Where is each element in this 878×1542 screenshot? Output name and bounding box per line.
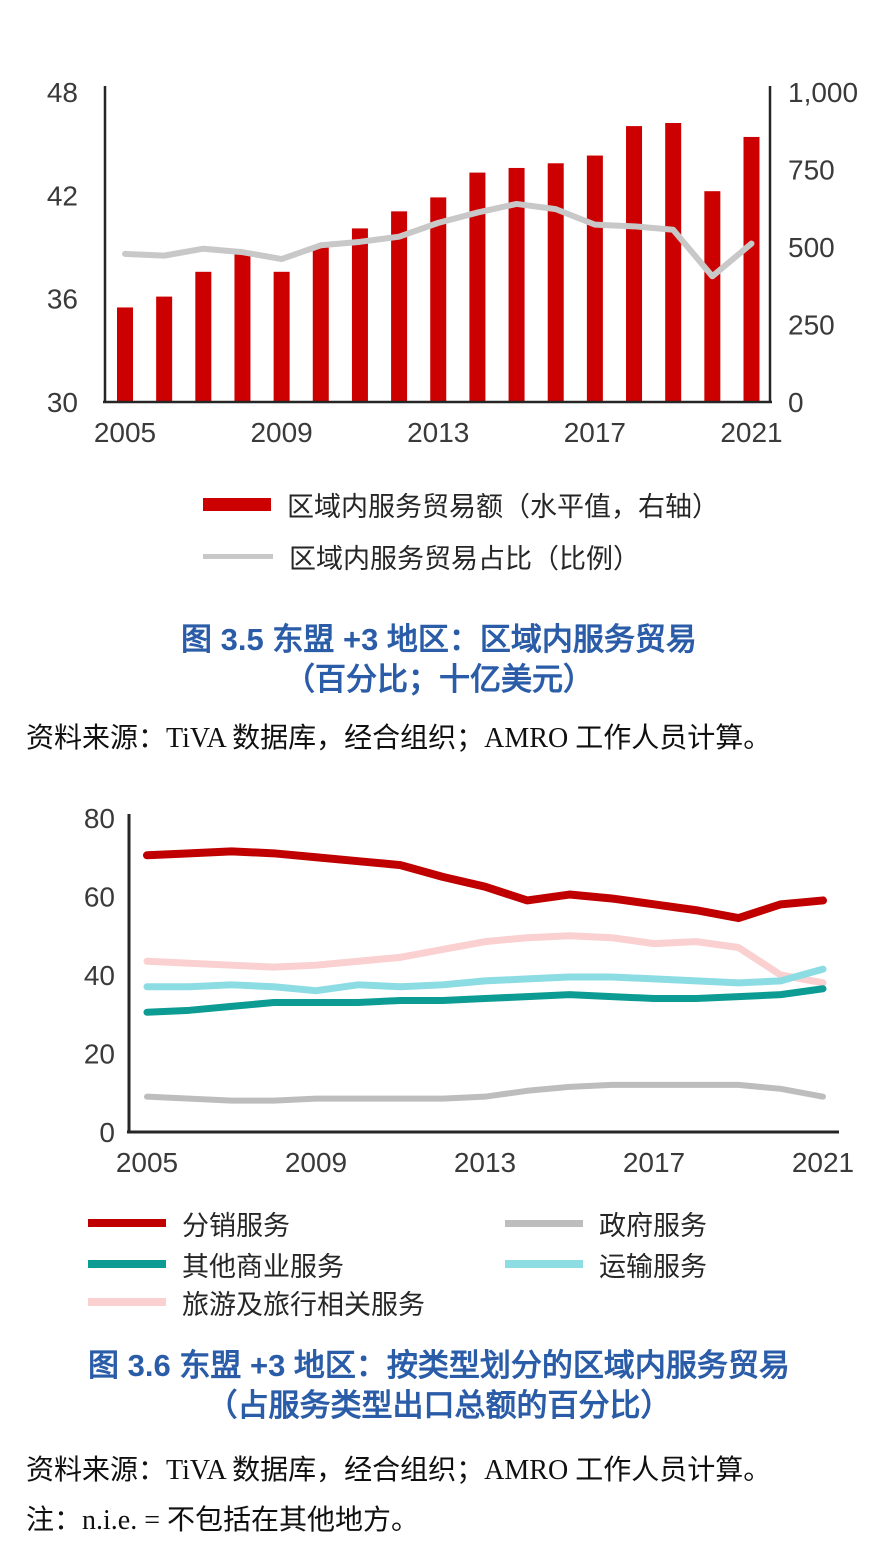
fig36-axes xyxy=(127,814,839,1134)
bar-2018 xyxy=(626,126,643,402)
distribution-swatch xyxy=(88,1219,166,1227)
tick-label: 2013 xyxy=(454,1147,516,1178)
fig35-legend-inner: 区域内服务贸易额（水平值，右轴） 区域内服务贸易占比（比例） xyxy=(203,478,719,582)
fig35-axes xyxy=(103,86,772,404)
tick-label: 40 xyxy=(84,960,115,991)
tick-label: 2021 xyxy=(720,417,782,448)
fig36-title-line1: 图 3.6 东盟 +3 地区：按类型划分的区域内服务贸易 xyxy=(88,1348,790,1383)
tick-label: 60 xyxy=(84,882,115,913)
fig36-chart: 0 20 40 60 80 2005 2009 2013 2017 2021 xyxy=(84,803,854,1178)
tick-label: 36 xyxy=(47,284,78,315)
tick-label: 750 xyxy=(788,155,835,186)
fig36-title-line2: （占服务类型出口总额的百分比） xyxy=(206,1388,672,1423)
bar-2008 xyxy=(234,251,251,402)
fig35-bars xyxy=(117,123,760,402)
tick-label: 2017 xyxy=(623,1147,685,1178)
bar-2009 xyxy=(273,271,290,402)
legend-label-trade-value: 区域内服务贸易额（水平值，右轴） xyxy=(287,491,719,522)
tick-label: 2009 xyxy=(285,1147,347,1178)
fig36-y-tick-labels: 0 20 40 60 80 xyxy=(84,803,115,1148)
travel-swatch xyxy=(88,1298,166,1306)
bar-2010 xyxy=(312,247,329,402)
bar-2014 xyxy=(469,172,486,402)
series-line xyxy=(143,847,827,923)
fig35-source: 资料来源：TiVA 数据库，经合组织；AMRO 工作人员计算。 xyxy=(26,723,772,754)
legend-item-intra-trade-share: 区域内服务贸易占比（比例） xyxy=(203,530,640,582)
fig35-x-tick-labels: 2005 2009 2013 2017 2021 xyxy=(94,417,783,448)
series-line xyxy=(143,985,827,1016)
bar-2007 xyxy=(195,271,212,402)
fig36-note: 注：n.i.e. = 不包括在其他地方。 xyxy=(26,1505,419,1536)
bar-2015 xyxy=(508,167,525,402)
tick-label: 2009 xyxy=(250,417,312,448)
line-swatch xyxy=(203,553,273,559)
bar-2019 xyxy=(665,123,682,402)
legend-item-transport: 运输服务 xyxy=(505,1250,707,1282)
legend-label-other-business: 其他商业服务 xyxy=(182,1251,344,1282)
bar-2016 xyxy=(547,163,564,402)
legend-item-other-business: 其他商业服务 xyxy=(88,1250,344,1282)
tick-label: 42 xyxy=(47,180,78,211)
government-swatch xyxy=(505,1219,583,1227)
tick-label: 250 xyxy=(788,310,835,341)
fig35-left-tick-labels: 30 36 42 48 xyxy=(47,77,78,418)
tick-label: 2005 xyxy=(116,1147,178,1178)
legend-item-distribution: 分销服务 xyxy=(88,1209,290,1241)
fig36-source: 资料来源：TiVA 数据库，经合组织；AMRO 工作人员计算。 xyxy=(26,1455,772,1486)
tick-label: 20 xyxy=(84,1039,115,1070)
tick-label: 1,000 xyxy=(788,77,858,108)
series-line xyxy=(143,965,827,995)
tick-label: 0 xyxy=(788,387,804,418)
bar-2011 xyxy=(351,228,368,402)
legend-label-trade-share: 区域内服务贸易占比（比例） xyxy=(289,543,640,574)
tick-label: 30 xyxy=(47,387,78,418)
bar-2013 xyxy=(430,197,447,402)
fig35-legend: 区域内服务贸易额（水平值，右轴） 区域内服务贸易占比（比例） xyxy=(0,478,878,582)
bar-2006 xyxy=(156,296,173,402)
tick-label: 2017 xyxy=(564,417,626,448)
tick-label: 80 xyxy=(84,803,115,834)
tick-label: 48 xyxy=(47,77,78,108)
tick-label: 2005 xyxy=(94,417,156,448)
series-line xyxy=(144,1081,826,1104)
fig35-title-line1: 图 3.5 东盟 +3 地区：区域内服务贸易 xyxy=(181,622,697,657)
fig35-share-line xyxy=(122,200,755,280)
tick-label: 2013 xyxy=(407,417,469,448)
legend-item-intra-trade-value: 区域内服务贸易额（水平值，右轴） xyxy=(203,478,719,530)
bar-2017 xyxy=(586,155,603,402)
bar-2020 xyxy=(704,191,721,402)
bar-swatch xyxy=(203,497,271,511)
tick-label: 500 xyxy=(788,232,835,263)
legend-label-transport: 运输服务 xyxy=(599,1251,707,1282)
series-line xyxy=(143,932,827,987)
fig35-title-line2: （百分比；十亿美元） xyxy=(284,662,594,697)
fig35-right-tick-labels: 0 250 500 750 1,000 xyxy=(788,77,858,418)
other-business-swatch xyxy=(88,1260,166,1268)
transport-swatch xyxy=(505,1260,583,1268)
bar-2012 xyxy=(391,211,408,402)
legend-item-travel: 旅游及旅行相关服务 xyxy=(88,1288,425,1320)
fig36-title: 图 3.6 东盟 +3 地区：按类型划分的区域内服务贸易 （占服务类型出口总额的… xyxy=(0,1346,878,1426)
bar-2005 xyxy=(117,307,133,402)
legend-item-government: 政府服务 xyxy=(505,1209,707,1241)
legend-label-government: 政府服务 xyxy=(599,1210,707,1241)
legend-label-distribution: 分销服务 xyxy=(182,1210,290,1241)
tick-label: 2021 xyxy=(792,1147,854,1178)
fig36-x-tick-labels: 2005 2009 2013 2017 2021 xyxy=(116,1147,854,1178)
tick-label: 0 xyxy=(99,1117,115,1148)
bar-2021 xyxy=(743,136,760,402)
legend-label-travel: 旅游及旅行相关服务 xyxy=(182,1289,425,1320)
fig35-title: 图 3.5 东盟 +3 地区：区域内服务贸易 （百分比；十亿美元） xyxy=(0,620,878,700)
fig36-lines xyxy=(143,847,827,1104)
